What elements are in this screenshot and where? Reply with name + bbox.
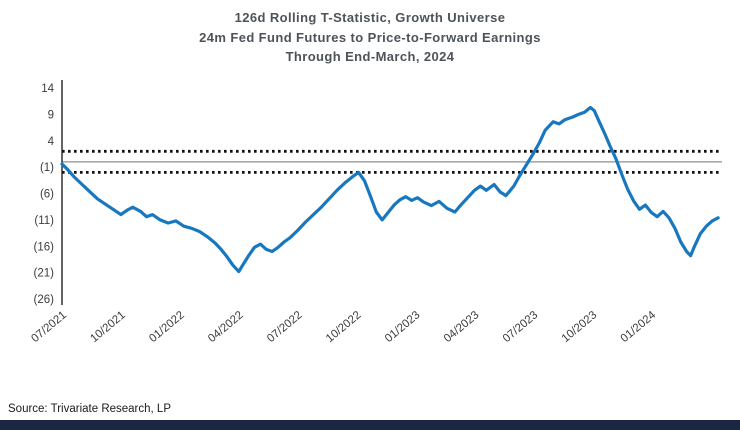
chart-title: 126d Rolling T-Statistic, Growth Univers… xyxy=(0,8,740,67)
y-tick-label: 9 xyxy=(48,109,54,121)
y-tick-label: (26) xyxy=(34,294,55,306)
x-tick-label: 04/2023 xyxy=(442,309,482,345)
y-tick-label: 4 xyxy=(48,136,55,148)
x-tick-label: 04/2022 xyxy=(206,309,246,345)
x-tick-label: 01/2023 xyxy=(383,309,423,345)
y-tick-label: (11) xyxy=(34,215,54,227)
x-tick-label: 10/2022 xyxy=(324,309,364,345)
source-attribution: Source: Trivariate Research, LP xyxy=(8,403,171,415)
y-tick-label: (6) xyxy=(40,189,54,201)
y-tick-label: (16) xyxy=(34,241,55,253)
chart-title-line-2: 24m Fed Fund Futures to Price-to-Forward… xyxy=(199,29,541,45)
bottom-accent-bar xyxy=(0,420,740,430)
x-tick-label: 07/2022 xyxy=(265,309,305,345)
chart-title-line-3: Through End-March, 2024 xyxy=(285,49,455,64)
x-tick-label: 01/2022 xyxy=(147,309,187,345)
y-tick-label: (21) xyxy=(34,268,55,280)
y-tick-label: 14 xyxy=(41,83,54,95)
t-statistic-line-chart: 14 9 4 (1) (6) (11) (16) (21) (26) 07/2021 10/2021… xyxy=(29,80,722,345)
x-tick-label: 07/2023 xyxy=(501,309,541,345)
x-tick-label: 01/2024 xyxy=(619,309,659,345)
x-tick-label: 10/2023 xyxy=(560,309,600,345)
t-statistic-series-line xyxy=(60,105,720,274)
x-tick-label: 07/2021 xyxy=(29,309,69,345)
chart-title-line-1: 126d Rolling T-Statistic, Growth Univers… xyxy=(234,10,506,25)
x-tick-label: 10/2021 xyxy=(88,309,128,345)
y-tick-label: (1) xyxy=(40,162,54,174)
